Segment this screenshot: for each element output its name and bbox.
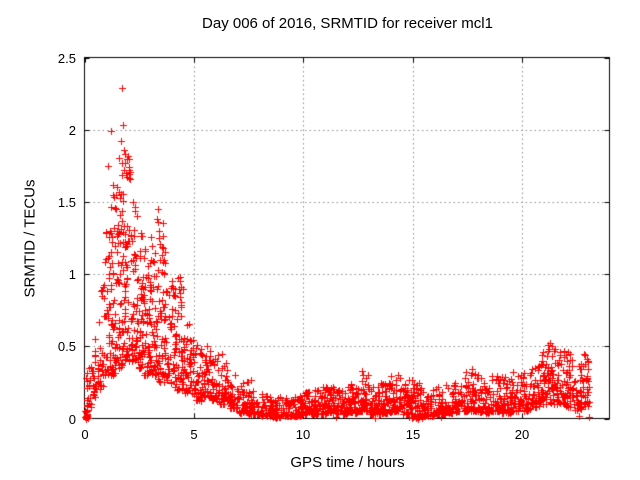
y-tick-label: 1.5	[57, 195, 76, 210]
y-tick-label: 0.5	[57, 339, 76, 354]
x-tick-label: 10	[295, 427, 311, 442]
y-tick-label: 2.5	[57, 51, 76, 66]
y-axis-label: SRMTID / TECUs	[21, 179, 39, 298]
x-tick-label: 20	[514, 427, 530, 442]
y-tick-label: 0	[68, 412, 76, 427]
x-tick-label: 5	[190, 427, 198, 442]
x-tick-label: 15	[405, 427, 421, 442]
y-tick-label: 2	[68, 123, 76, 138]
x-axis-label: GPS time / hours	[290, 454, 405, 471]
x-tick-label: 0	[81, 427, 89, 442]
y-tick-label: 1	[68, 267, 76, 282]
chart-title: Day 006 of 2016, SRMTID for receiver mcl…	[202, 15, 493, 32]
